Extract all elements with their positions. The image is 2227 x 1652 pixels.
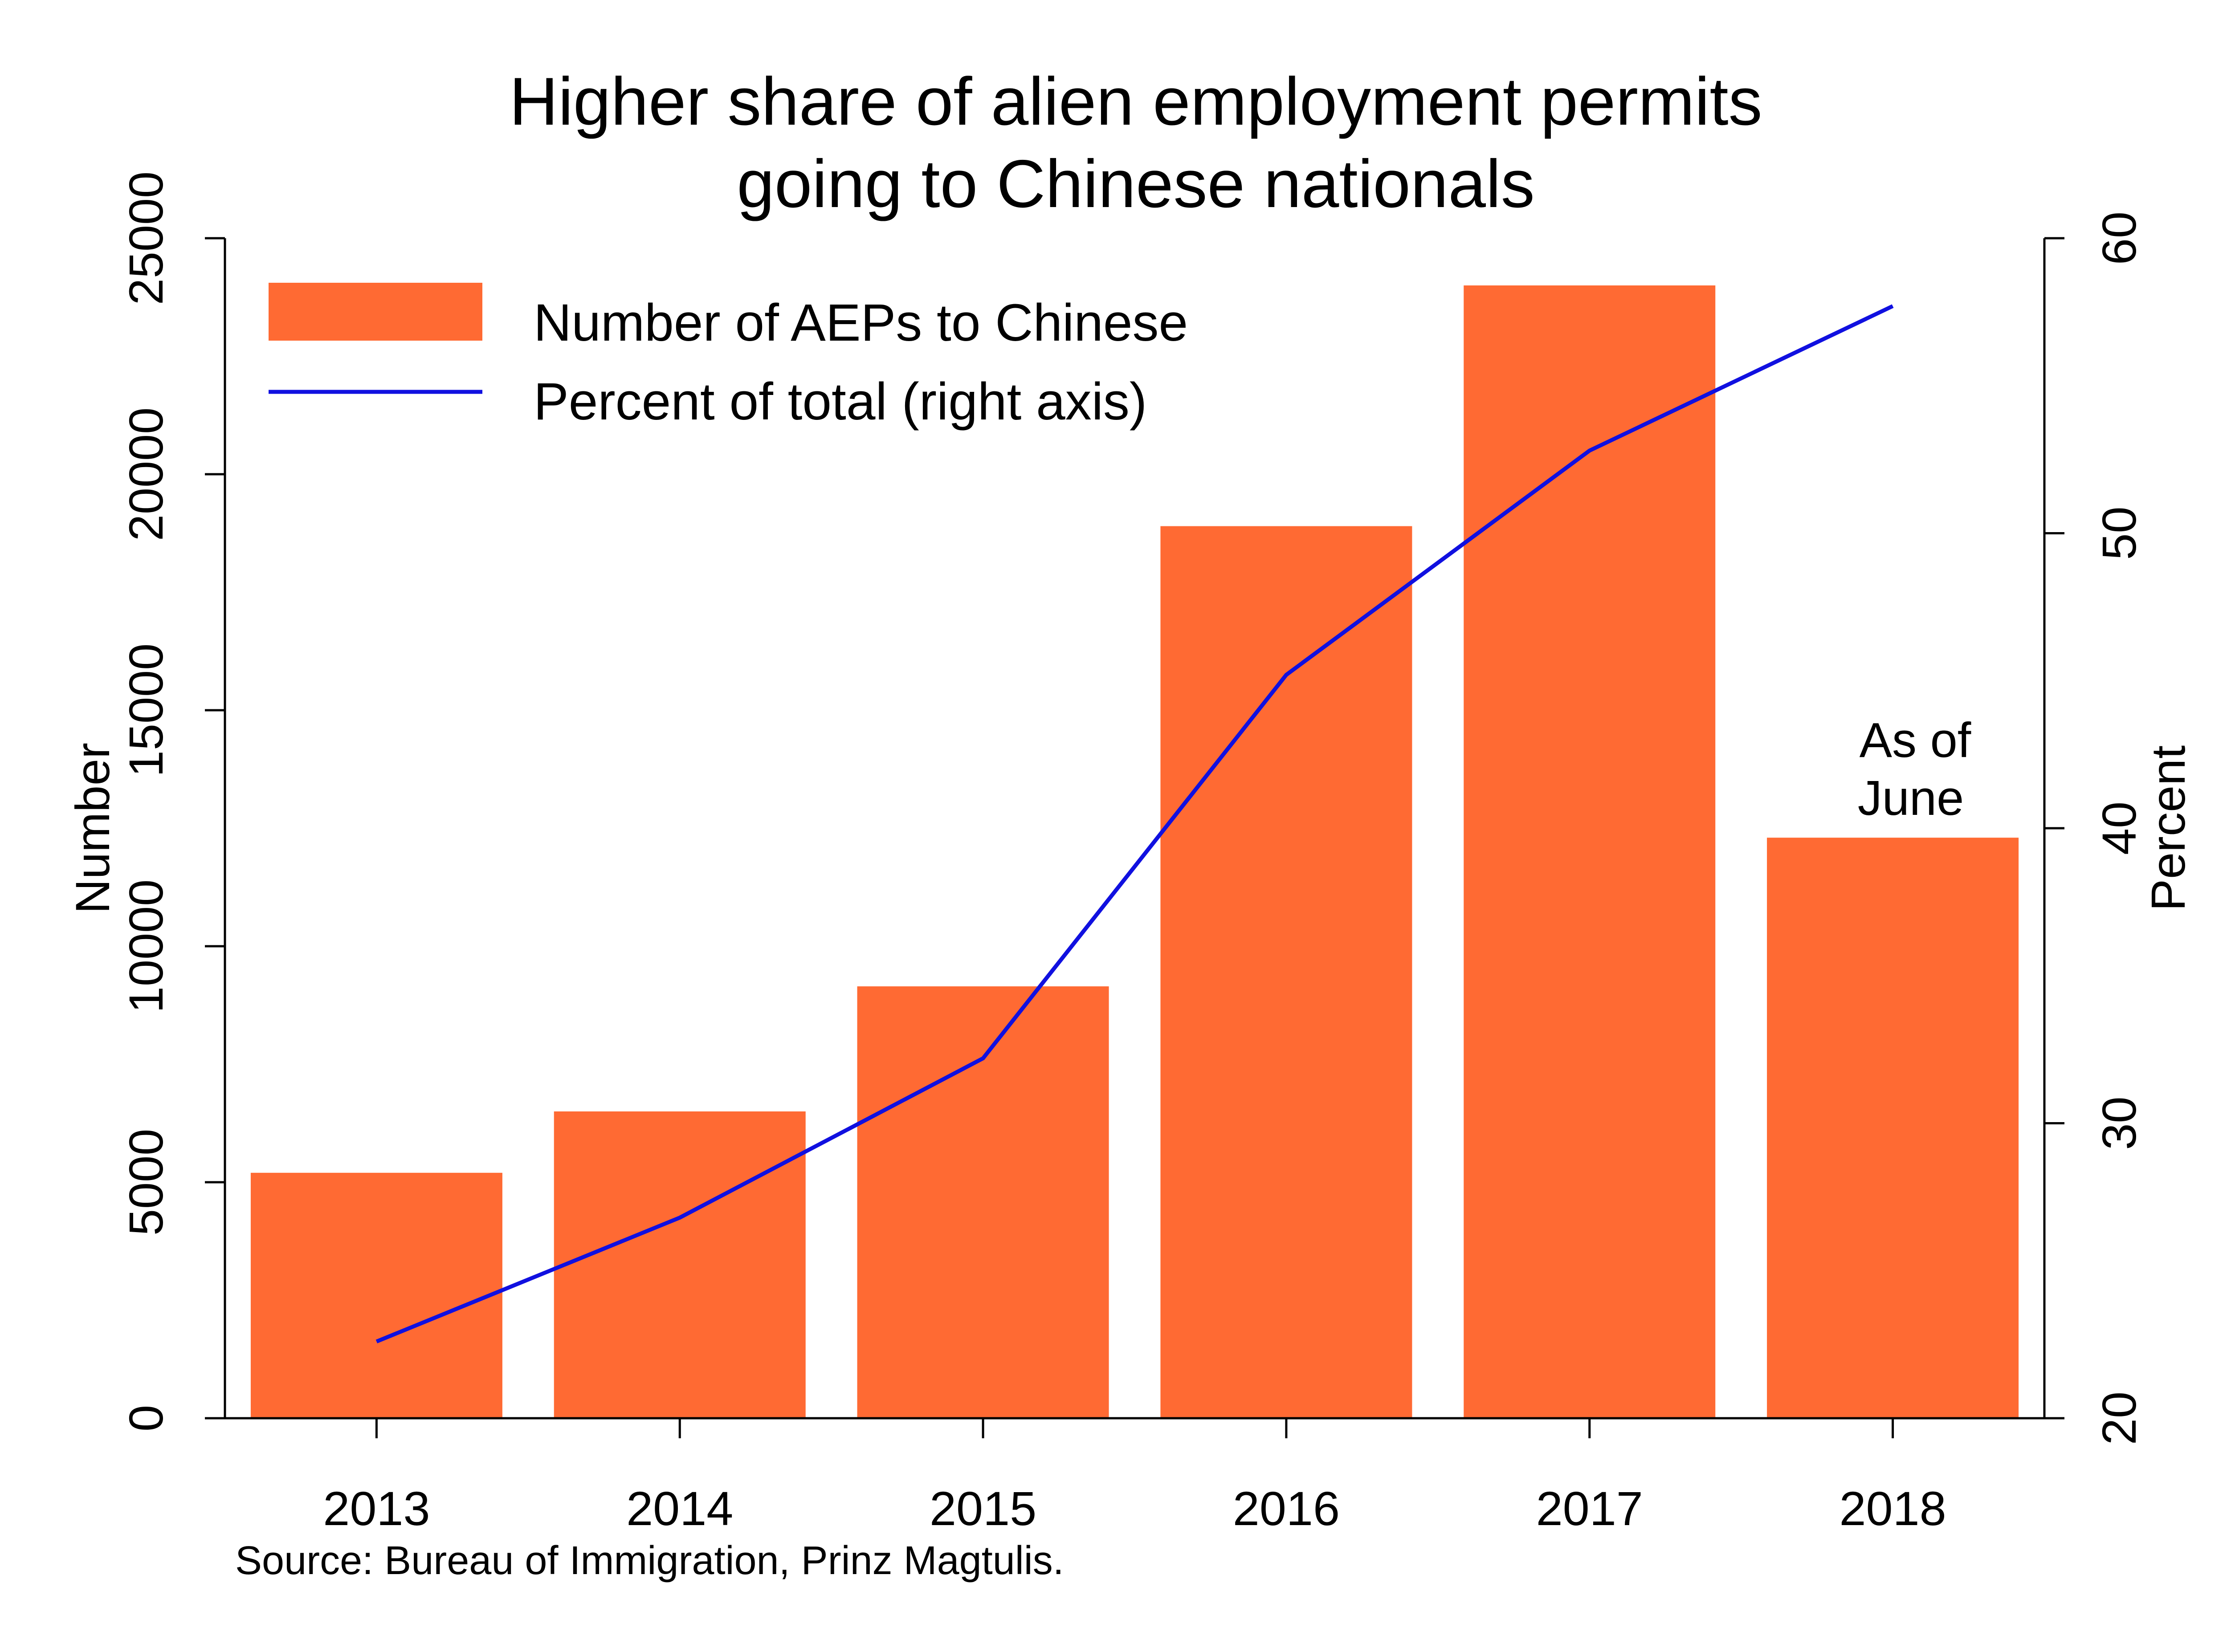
legend-label-line: Percent of total (right axis) (534, 372, 1147, 431)
y-right-tick-label: 20 (2092, 1392, 2146, 1445)
legend-bar-swatch (269, 283, 482, 341)
percent-line (375, 304, 1894, 1343)
annotation-layer: As of June (1858, 713, 1971, 826)
x-tick-label: 2018 (1839, 1481, 1946, 1535)
y-left-tick-label: 15000 (119, 643, 173, 777)
y-right-tick-label: 40 (2092, 802, 2146, 855)
y-axis-left-title: Number (65, 743, 119, 914)
y-right-tick-label: 50 (2092, 506, 2146, 560)
annotation-line-2: June (1858, 771, 1964, 826)
x-tick-label: 2016 (1233, 1481, 1340, 1535)
annotation-line-1: As of (1860, 713, 1971, 768)
y-right-tick-label: 60 (2092, 212, 2146, 265)
bar-2017 (1464, 285, 1716, 1418)
chart-title-line-2: going to Chinese nationals (737, 146, 1535, 222)
line-layer (375, 304, 1894, 1343)
y-left-tick-label: 25000 (119, 171, 173, 305)
legend-label-bars: Number of AEPs to Chinese (534, 293, 1188, 352)
legend: Number of AEPs to Chinese Percent of tota… (269, 283, 1188, 431)
source-note: Source: Bureau of Immigration, Prinz Mag… (235, 1538, 1064, 1583)
y-left-tick-label: 20000 (119, 407, 173, 541)
bar-2014 (554, 1111, 806, 1418)
bar-2015 (857, 986, 1109, 1418)
y-left-tick-label: 5000 (119, 1129, 173, 1236)
x-tick-label: 2013 (323, 1481, 430, 1535)
y-right-tick-label: 30 (2092, 1096, 2146, 1150)
x-tick-label: 2015 (930, 1481, 1036, 1535)
chart-title-line-1: Higher share of alien employment permits (509, 64, 1762, 139)
bar-2016 (1160, 526, 1412, 1418)
bar-2013 (250, 1172, 502, 1418)
x-tick-label: 2017 (1536, 1481, 1643, 1535)
bar-2018 (1767, 838, 2019, 1418)
x-tick-label: 2014 (626, 1481, 733, 1535)
y-left-tick-label: 0 (119, 1405, 173, 1432)
y-left-tick-label: 10000 (119, 879, 173, 1013)
axes-layer: 0 5000 10000 15000 20000 25000 20 30 40 50 60 2013 2… (65, 171, 2195, 1535)
y-axis-right-title: Percent (2141, 745, 2195, 911)
